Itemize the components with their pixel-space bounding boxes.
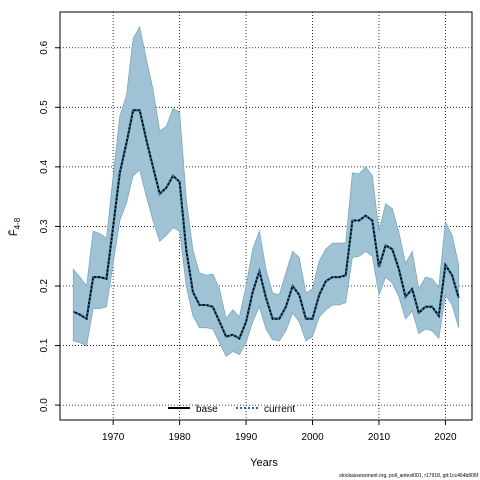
x-axis: 1970 1980 1990 2000 2010 2020 — [102, 420, 457, 443]
legend-current-label: current — [264, 404, 295, 415]
y-tick-label: 0.1 — [39, 338, 50, 352]
y-axis-label-subscript: 4-8 — [13, 217, 22, 229]
y-tick-label: 0.2 — [39, 279, 50, 293]
y-axis-label-symbol: F̄ — [7, 229, 20, 236]
y-tick-label: 0.6 — [39, 40, 50, 54]
y-axis: 0.0 0.1 0.2 0.3 0.4 0.5 0.6 — [39, 40, 60, 412]
svg-text:F̄4-8: F̄4-8 — [7, 217, 22, 236]
x-axis-label: Years — [250, 457, 278, 469]
legend-base-label: base — [196, 404, 218, 415]
x-tick-label: 1990 — [235, 432, 258, 443]
x-tick-label: 2000 — [301, 432, 324, 443]
y-tick-label: 0.5 — [39, 100, 50, 114]
x-tick-label: 2010 — [368, 432, 391, 443]
y-tick-label: 0.0 — [39, 398, 50, 412]
legend: base current — [168, 404, 295, 415]
y-tick-label: 0.3 — [39, 219, 50, 233]
x-tick-label: 2020 — [434, 432, 457, 443]
plot-frame — [59, 11, 473, 421]
x-tick-label: 1970 — [102, 432, 125, 443]
x-tick-label: 1980 — [168, 432, 191, 443]
y-tick-label: 0.4 — [39, 159, 50, 173]
footer-caption: stockassessment.org, poll_antest001, r17… — [339, 473, 478, 479]
y-axis-label: F̄4-8 — [7, 217, 22, 236]
current-series-line — [72, 109, 460, 340]
uncertainty-band — [72, 25, 460, 357]
